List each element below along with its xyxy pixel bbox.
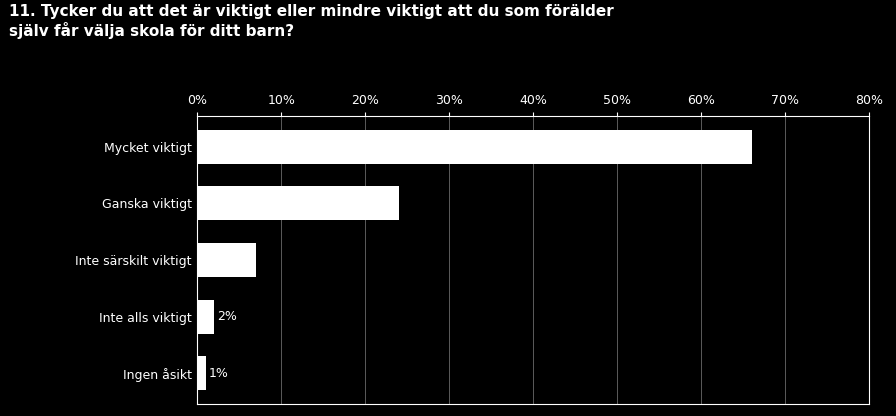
Text: 1%: 1% [209, 367, 228, 380]
Text: 11. Tycker du att det är viktigt eller mindre viktigt att du som förälder
själv : 11. Tycker du att det är viktigt eller m… [9, 4, 614, 39]
Bar [197, 129, 752, 163]
Bar [197, 357, 205, 391]
Bar [197, 243, 256, 277]
Bar [197, 186, 399, 220]
Bar [197, 300, 214, 334]
Text: 2%: 2% [218, 310, 237, 323]
